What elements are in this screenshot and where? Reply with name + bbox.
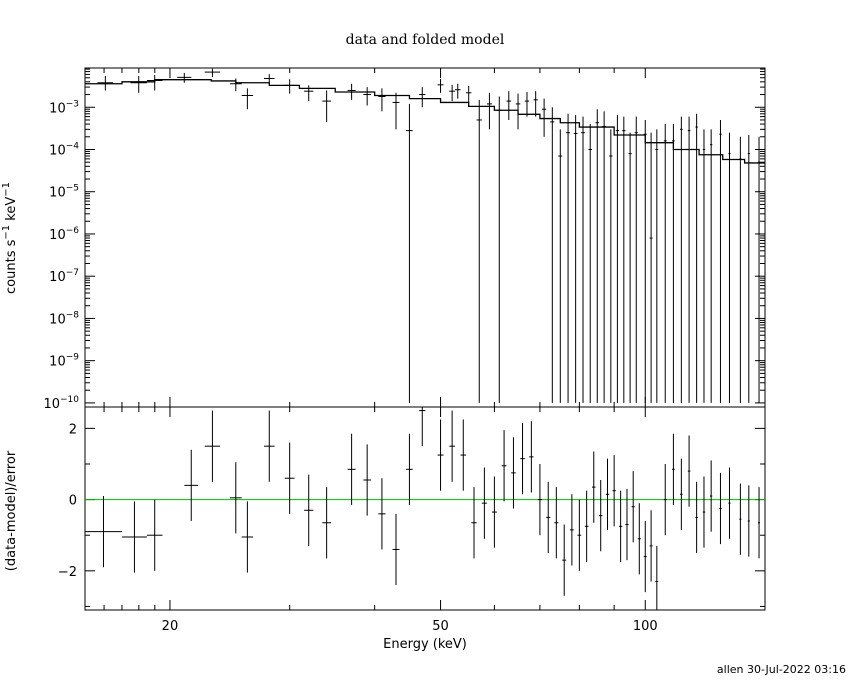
y-tick-exponent: −3 (66, 99, 79, 109)
upper-y-axis-label: counts s−1 keV−1 (1, 182, 19, 294)
upper-plot-frame (84, 67, 766, 408)
model-line (85, 79, 765, 165)
lower-plot-frame (84, 406, 766, 611)
y-tick-exponent: −9 (66, 353, 80, 363)
y-tick-base: 10 (49, 101, 66, 116)
y-tick-label: 10−6 (49, 226, 79, 243)
x-tick-label: 100 (633, 619, 658, 634)
y-tick-base: 10 (49, 312, 66, 327)
y-tick-base: 10 (49, 270, 66, 285)
y-tick-exponent: −5 (66, 184, 79, 194)
y-tick-label: 10−8 (49, 310, 79, 327)
y-tick-label: 10−5 (49, 184, 79, 201)
x-tick-label: 20 (162, 619, 179, 634)
ylabel-part-exp2: −1 (1, 182, 12, 197)
y-tick-label: 2 (69, 422, 77, 437)
ylabel-part-exp1: −1 (1, 225, 12, 240)
y-tick-label: 10−10 (43, 395, 79, 412)
y-tick-label: 10−7 (49, 268, 79, 285)
y-tick-base: 10 (49, 228, 66, 243)
y-tick-exponent: −7 (66, 268, 79, 278)
x-axis-label: Energy (keV) (383, 637, 467, 652)
ylabel-part-counts: counts s (4, 239, 19, 294)
y-tick-label: 10−9 (49, 353, 79, 370)
y-tick-label: 10−3 (49, 99, 79, 116)
y-tick-exponent: −4 (66, 141, 80, 151)
y-tick-exponent: −10 (60, 395, 79, 405)
y-tick-exponent: −8 (66, 310, 80, 320)
upper-data-layer (85, 68, 765, 403)
chart-title: data and folded model (346, 32, 505, 48)
upper-panel: 10−310−410−510−610−710−810−910−10 (43, 67, 766, 412)
ylabel-part-kev: keV (4, 197, 19, 225)
y-tick-exponent: −6 (66, 226, 80, 236)
y-tick-base: 10 (49, 186, 66, 201)
y-tick-base: 10 (49, 143, 66, 158)
y-tick-label: −2 (58, 565, 77, 580)
x-tick-label: 50 (432, 619, 449, 634)
lower-y-axis-label: (data-model)/error (4, 450, 19, 571)
lower-data-layer (85, 407, 765, 610)
y-tick-base: 10 (43, 397, 60, 412)
y-tick-label: 10−4 (49, 141, 79, 158)
y-tick-label: 0 (69, 494, 77, 509)
footer-stamp: allen 30-Jul-2022 03:16 (717, 663, 846, 676)
y-tick-base: 10 (49, 355, 66, 370)
